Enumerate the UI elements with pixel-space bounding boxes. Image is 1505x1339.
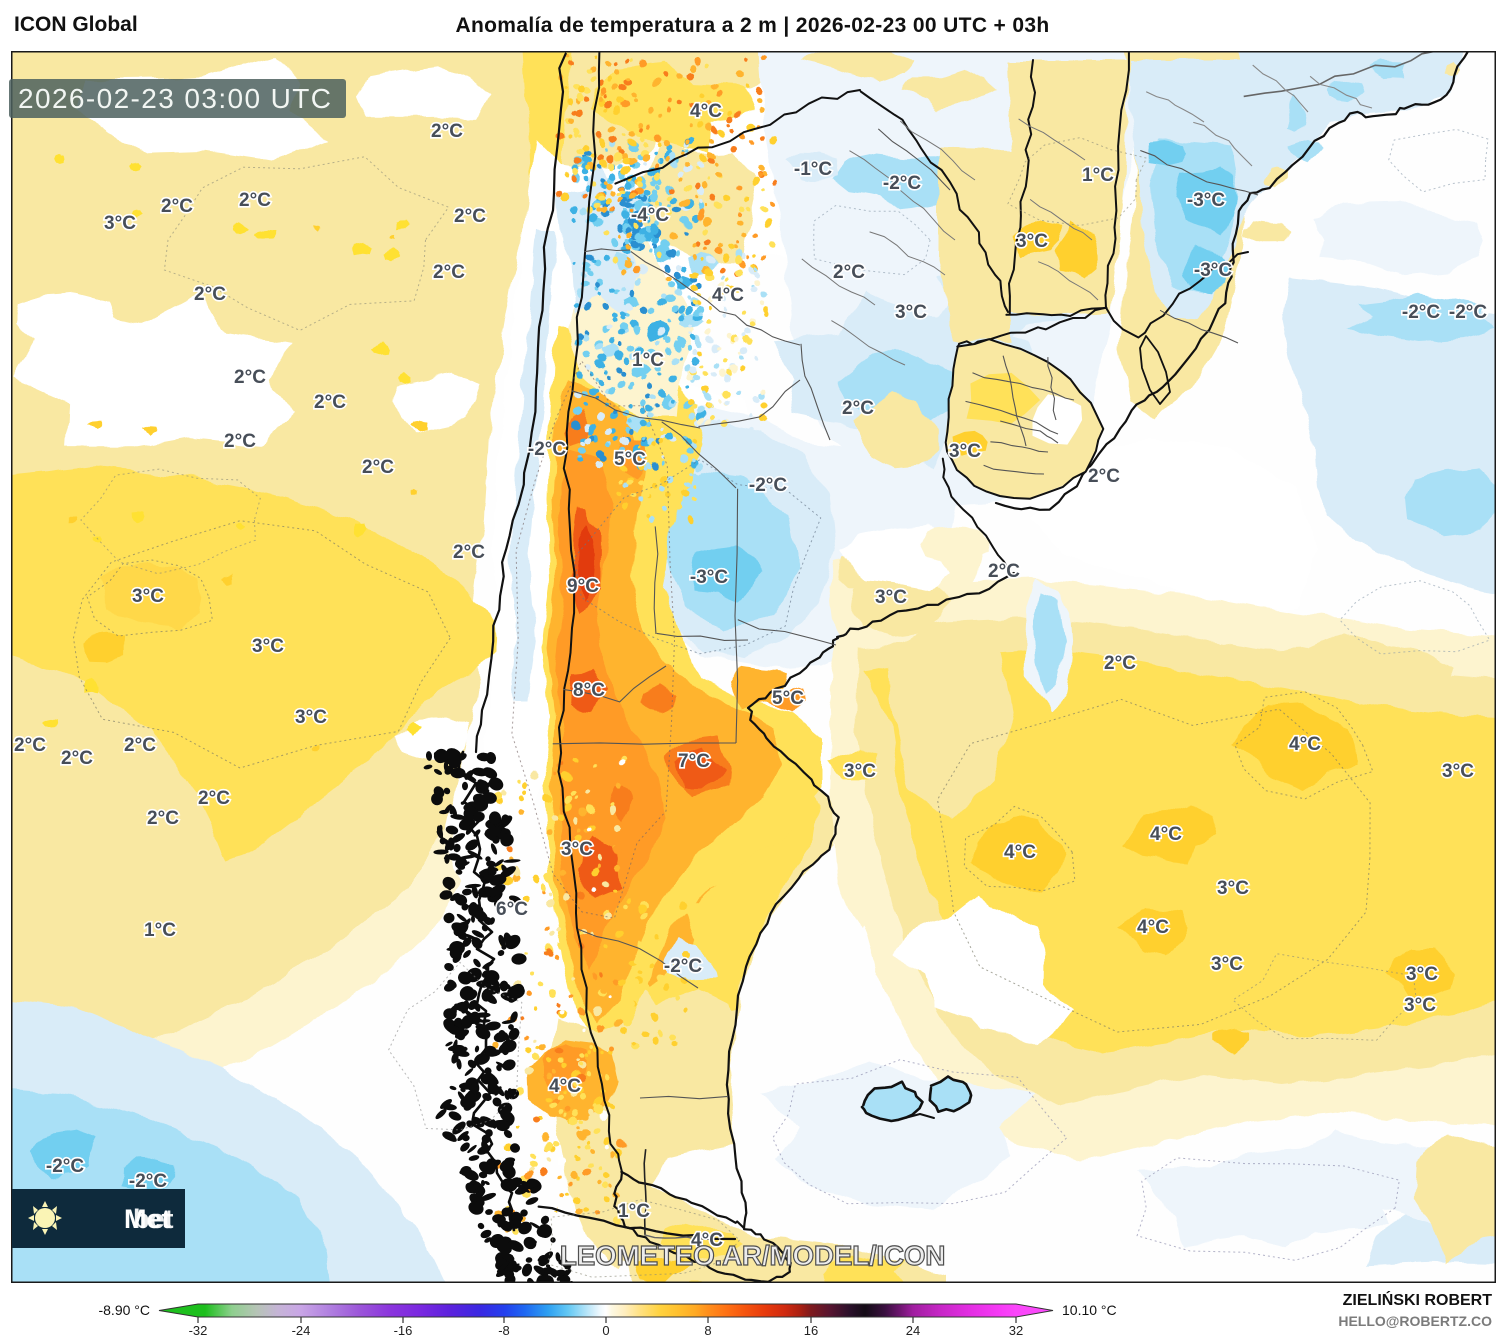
svg-text:9°C: 9°C: [567, 576, 599, 597]
svg-text:-2°C: -2°C: [749, 475, 787, 496]
svg-text:-16: -16: [394, 1323, 413, 1338]
svg-text:4°C: 4°C: [1150, 824, 1182, 845]
svg-text:-2°C: -2°C: [883, 173, 921, 194]
svg-text:-8.90 °C: -8.90 °C: [98, 1302, 150, 1318]
svg-text:10.10 °C: 10.10 °C: [1062, 1302, 1117, 1318]
svg-text:1°C: 1°C: [632, 350, 664, 371]
svg-text:-24: -24: [292, 1323, 311, 1338]
svg-text:3°C: 3°C: [104, 213, 136, 234]
svg-text:1°C: 1°C: [1082, 165, 1114, 186]
svg-text:-1°C: -1°C: [794, 159, 832, 180]
svg-text:3°C: 3°C: [295, 707, 327, 728]
svg-text:2°C: 2°C: [61, 748, 93, 769]
svg-text:-3°C: -3°C: [1194, 260, 1232, 281]
svg-text:2°C: 2°C: [431, 121, 463, 142]
svg-text:-32: -32: [189, 1323, 208, 1338]
svg-text:2°C: 2°C: [14, 735, 46, 756]
svg-text:2°C: 2°C: [194, 284, 226, 305]
svg-text:8°C: 8°C: [573, 680, 605, 701]
svg-text:2°C: 2°C: [161, 196, 193, 217]
svg-text:3°C: 3°C: [1442, 761, 1474, 782]
svg-text:3°C: 3°C: [1406, 964, 1438, 985]
svg-text:3°C: 3°C: [844, 761, 876, 782]
svg-text:2°C: 2°C: [842, 398, 874, 419]
svg-text:2°C: 2°C: [234, 367, 266, 388]
svg-text:4°C: 4°C: [1137, 917, 1169, 938]
svg-text:-2°C: -2°C: [528, 439, 566, 460]
svg-text:ZIELIŃSKI ROBERT: ZIELIŃSKI ROBERT: [1343, 1290, 1493, 1309]
svg-text:2°C: 2°C: [433, 262, 465, 283]
svg-text:-8: -8: [498, 1323, 510, 1338]
svg-text:2°C: 2°C: [362, 457, 394, 478]
svg-text:2°C: 2°C: [124, 735, 156, 756]
svg-text:-3°C: -3°C: [690, 567, 728, 588]
svg-text:-2°C: -2°C: [1449, 302, 1487, 323]
svg-text:2°C: 2°C: [1104, 653, 1136, 674]
svg-text:7°C: 7°C: [678, 751, 710, 772]
svg-text:3°C: 3°C: [1016, 231, 1048, 252]
svg-text:-4°C: -4°C: [631, 205, 669, 226]
svg-text:2°C: 2°C: [239, 190, 271, 211]
svg-text:3°C: 3°C: [1211, 954, 1243, 975]
svg-text:2°C: 2°C: [453, 542, 485, 563]
svg-text:-3°C: -3°C: [1187, 190, 1225, 211]
svg-text:2°C: 2°C: [314, 392, 346, 413]
svg-text:2°C: 2°C: [1088, 466, 1120, 487]
svg-text:4°C: 4°C: [712, 285, 744, 306]
svg-text:0: 0: [602, 1323, 609, 1338]
svg-text:4°C: 4°C: [1289, 734, 1321, 755]
svg-text:Met: Met: [124, 1204, 171, 1234]
svg-text:24: 24: [906, 1323, 920, 1338]
svg-text:3°C: 3°C: [949, 441, 981, 462]
svg-text:2°C: 2°C: [198, 788, 230, 809]
svg-text:HELLO@ROBERTZ.CO: HELLO@ROBERTZ.CO: [1338, 1313, 1492, 1329]
svg-text:1°C: 1°C: [618, 1201, 650, 1222]
svg-text:2°C: 2°C: [988, 561, 1020, 582]
svg-text:4°C: 4°C: [690, 101, 722, 122]
svg-text:bet: bet: [133, 1204, 174, 1234]
svg-text:3°C: 3°C: [875, 587, 907, 608]
svg-text:6°C: 6°C: [496, 899, 528, 920]
svg-text:2°C: 2°C: [454, 206, 486, 227]
svg-text:3°C: 3°C: [895, 302, 927, 323]
svg-text:2°C: 2°C: [147, 808, 179, 829]
svg-text:5°C: 5°C: [614, 449, 646, 470]
svg-text:3°C: 3°C: [1404, 995, 1436, 1016]
svg-text:8: 8: [704, 1323, 711, 1338]
svg-text:4°C: 4°C: [691, 1230, 723, 1251]
svg-text:3°C: 3°C: [1217, 878, 1249, 899]
svg-text:-2°C: -2°C: [1402, 302, 1440, 323]
svg-text:5°C: 5°C: [772, 688, 804, 709]
svg-text:32: 32: [1009, 1323, 1023, 1338]
svg-text:4°C: 4°C: [549, 1076, 581, 1097]
svg-text:3°C: 3°C: [561, 839, 593, 860]
svg-text:-2°C: -2°C: [46, 1156, 84, 1177]
svg-text:-2°C: -2°C: [664, 956, 702, 977]
svg-text:3°C: 3°C: [252, 636, 284, 657]
svg-text:2°C: 2°C: [833, 262, 865, 283]
svg-text:3°C: 3°C: [132, 586, 164, 607]
svg-text:16: 16: [804, 1323, 818, 1338]
svg-text:4°C: 4°C: [1004, 842, 1036, 863]
svg-text:1°C: 1°C: [144, 920, 176, 941]
svg-text:2°C: 2°C: [224, 431, 256, 452]
